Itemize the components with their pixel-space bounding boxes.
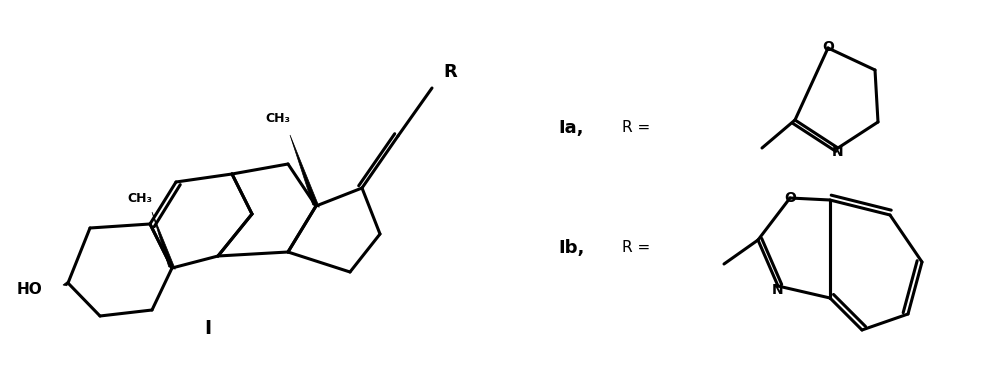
Text: I: I [205,319,212,338]
Text: CH₃: CH₃ [265,111,290,124]
Text: CH₃: CH₃ [128,192,153,204]
Text: R: R [443,63,457,81]
Text: Ia,: Ia, [558,119,584,137]
Text: Ib,: Ib, [558,239,585,257]
Text: N: N [772,283,783,297]
Text: HO: HO [16,283,42,297]
Polygon shape [63,280,69,286]
Polygon shape [152,212,176,269]
Text: R =: R = [622,120,651,135]
Text: O: O [822,40,834,54]
Polygon shape [290,135,319,207]
Text: O: O [784,191,796,205]
Text: N: N [832,145,844,159]
Text: R =: R = [622,241,651,256]
